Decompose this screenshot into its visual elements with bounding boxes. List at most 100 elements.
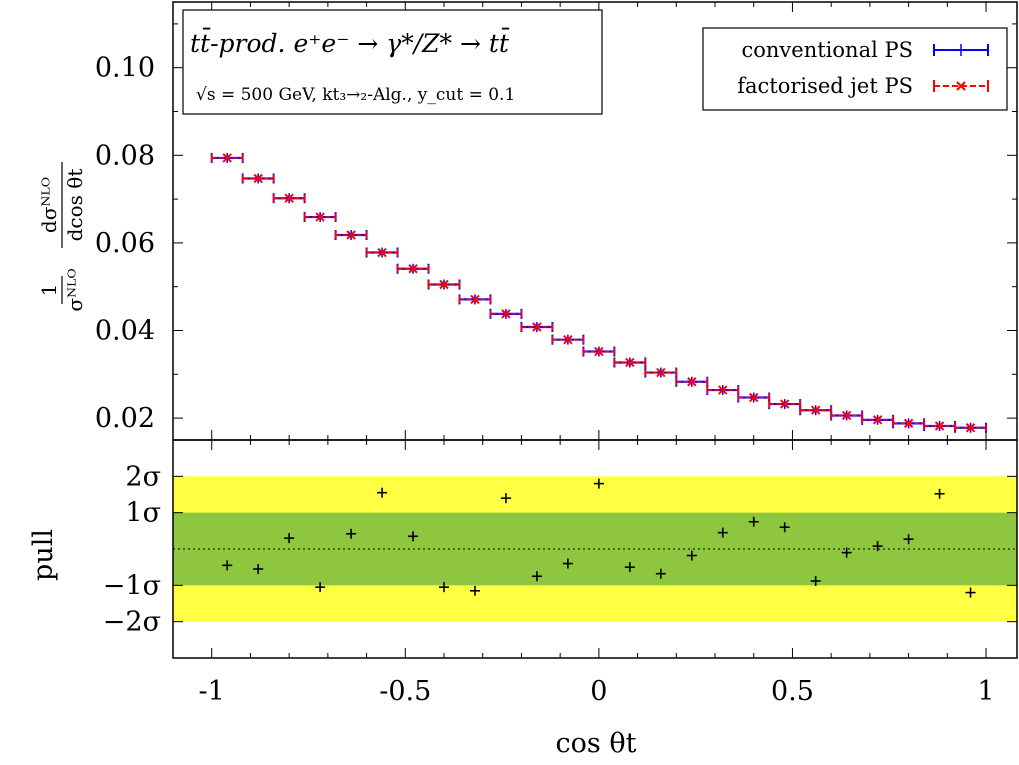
title-box: tt̄-prod. e⁺e⁻ → γ*/Z* → tt̄ √s = 500 Ge… [182, 9, 603, 115]
pull-point [779, 522, 790, 533]
data-point-factorised [427, 279, 461, 290]
cross-marker [934, 421, 945, 431]
pull-point [810, 575, 821, 586]
lower-y-tick-label: −1σ [103, 570, 161, 601]
x-tick-label: 0 [590, 676, 607, 707]
cross-marker [222, 153, 232, 163]
x-tick-label: 0.5 [771, 676, 814, 707]
svg-text:dσᴺᴸᴼ: dσᴺᴸᴼ [37, 177, 61, 233]
pull-point [284, 533, 295, 544]
data-point-factorised [396, 264, 430, 274]
cross-marker [253, 173, 263, 184]
lower-y-tick-label: 1σ [125, 498, 161, 529]
cross-marker [594, 346, 604, 357]
data-point-factorised [799, 405, 832, 415]
cross-marker [625, 357, 635, 368]
pull-point [408, 531, 419, 542]
cross-marker [470, 294, 480, 305]
data-point-factorised [272, 193, 306, 203]
pull-point [222, 560, 233, 571]
cross-marker [377, 247, 387, 258]
cross-marker [656, 367, 666, 378]
lower-y-tick-label: −2σ [103, 607, 161, 638]
legend: conventional PS factorised jet PS [702, 27, 1008, 111]
upper-y-tick-label: 0.10 [95, 53, 155, 84]
cross-marker [810, 405, 821, 415]
pull-point [253, 563, 264, 574]
data-point-factorised [706, 385, 739, 395]
lower-y-ticks: 2σ 1σ −1σ −2σ [103, 461, 1017, 638]
data-point-factorised [830, 410, 863, 421]
legend-label-conventional: conventional PS [742, 38, 914, 62]
pull-point [686, 550, 697, 561]
pull-point [377, 487, 388, 498]
pull-data [222, 478, 976, 598]
cross-marker [749, 392, 759, 403]
data-point-factorised [644, 367, 678, 378]
chart-title: tt̄-prod. e⁺e⁻ → γ*/Z* → tt̄ [190, 29, 510, 58]
pull-point [965, 587, 976, 598]
pull-point [717, 527, 728, 538]
cross-marker [903, 418, 914, 429]
pull-point [439, 582, 450, 593]
x-tick-label: 1 [977, 676, 994, 707]
svg-text:dcos θt: dcos θt [63, 169, 87, 242]
pull-point [346, 528, 357, 539]
pull-point [531, 571, 542, 582]
pull-point [624, 562, 635, 573]
data-point-factorised [520, 322, 554, 332]
legend-swatch-conventional [933, 44, 989, 56]
pull-point [469, 585, 480, 596]
pull-point [593, 478, 604, 489]
cross-marker [408, 264, 418, 274]
pull-point [934, 488, 945, 499]
cross-marker [439, 279, 449, 290]
pull-point [562, 558, 573, 569]
data-point-factorised [551, 334, 585, 345]
pull-point [841, 547, 852, 558]
legend-swatch-factorised [933, 80, 989, 92]
upper-y-axis-label: 1 σᴺᴸᴼ dσᴺᴸᴼ dcos θt [37, 162, 87, 312]
cross-marker [315, 212, 325, 222]
svg-text:1: 1 [37, 284, 61, 297]
data-point-factorised [923, 421, 956, 431]
cross-marker [563, 334, 573, 345]
upper-y-ticks: 0.02 0.04 0.06 0.08 0.10 [95, 23, 1017, 434]
cross-marker [841, 410, 852, 421]
lower-y-axis-label: pull [28, 529, 59, 581]
x-ticks: -1 -0.5 0 0.5 1 [199, 2, 995, 707]
cross-marker [501, 309, 511, 319]
data-point-factorised [365, 247, 399, 258]
x-tick-label: -0.5 [379, 676, 431, 707]
x-tick-label: -1 [199, 676, 225, 707]
data-point-factorised [241, 173, 275, 184]
chart-subtitle: √s = 500 GeV, kt₃→₂-Alg., y_cut = 0.1 [196, 85, 515, 105]
x-axis-label: cos θt [556, 728, 637, 759]
cross-marker [872, 415, 883, 425]
pull-point [655, 568, 666, 579]
cross-marker [779, 399, 790, 409]
data-point-factorised [334, 230, 368, 240]
pull-point [748, 516, 759, 527]
data-point-factorised [954, 423, 987, 433]
upper-y-tick-label: 0.02 [95, 403, 155, 434]
pull-point [903, 534, 914, 545]
data-point-factorised [675, 377, 709, 387]
svg-text:σᴺᴸᴼ: σᴺᴸᴼ [63, 268, 87, 311]
legend-label-factorised: factorised jet PS [737, 74, 913, 98]
upper-y-tick-label: 0.08 [95, 140, 155, 171]
data-point-factorised [489, 309, 523, 319]
data-point-factorised [210, 153, 244, 163]
data-point-factorised [303, 212, 337, 222]
upper-y-tick-label: 0.06 [95, 228, 155, 259]
pull-point [872, 541, 883, 552]
cross-marker [687, 377, 697, 387]
cross-marker [346, 230, 356, 240]
pull-point [315, 582, 326, 593]
data-point-factorised [613, 357, 647, 368]
lower-panel-frame [172, 439, 1018, 659]
cross-marker [284, 193, 294, 203]
data-point-factorised [582, 346, 616, 357]
upper-y-tick-label: 0.04 [95, 316, 155, 347]
